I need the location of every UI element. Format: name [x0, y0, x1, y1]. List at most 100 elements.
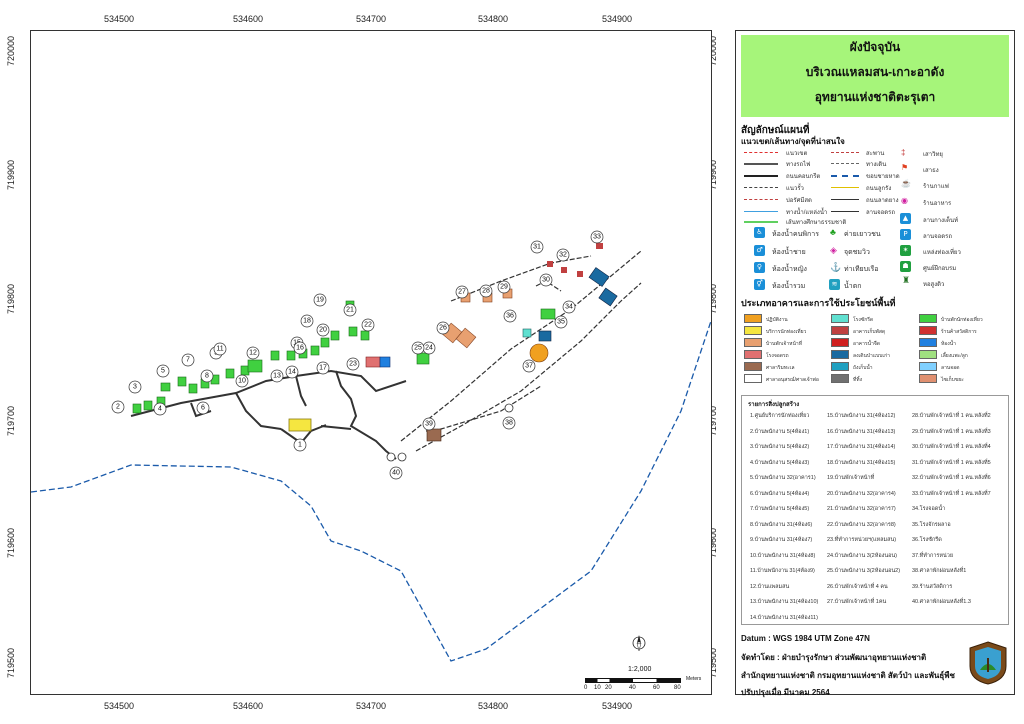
map-number-text: 28: [482, 288, 490, 295]
landuse-label: ถังเก็บน้ำ: [853, 365, 873, 371]
legend-label: เสาธง: [923, 168, 939, 174]
map-number-label: 35: [554, 315, 568, 329]
building-list-item: 37.ที่ทำการหน่วย: [912, 552, 954, 559]
map-number-label: 18: [300, 314, 314, 328]
scale-tick: 60: [653, 685, 660, 691]
legend-subheading: แนวเขต/เส้นทาง/จุดที่น่าสนใจ: [741, 137, 845, 146]
building-list-item: 30.บ้านพักเจ้าหน้าที่ 1 คน.หลังที่4: [912, 444, 991, 450]
map-number-label: 30: [539, 273, 553, 287]
training-center-icon: ☗: [900, 261, 911, 272]
landuse-swatch: [919, 314, 937, 323]
department-logo: [968, 640, 1008, 686]
coastline: [31, 318, 711, 662]
map-number-label: 32: [556, 248, 570, 262]
x-tick: 534700: [356, 14, 387, 24]
map-number-text: 39: [425, 421, 433, 428]
map-canvas[interactable]: 1234567891011121314151617181920212223242…: [30, 30, 712, 695]
map-number-label: 17: [316, 361, 330, 375]
map-number-text: 22: [364, 322, 372, 329]
map-number-label: 38: [502, 416, 516, 430]
x-tick: 534800: [478, 701, 509, 711]
legend-label: ห้องน้ำคนพิการ: [772, 231, 819, 238]
landuse-label: ลานจอด: [941, 365, 960, 371]
landuse-label: ร้านค้าสวัสดิการ: [941, 329, 977, 335]
landuse-swatch: [744, 350, 762, 359]
building-list-item: 1.ศูนย์บริการนักท่องเที่ยว: [750, 413, 810, 419]
map-number-text: 34: [565, 304, 573, 311]
map-number-text: 37: [525, 363, 533, 370]
building-list-item: 19.บ้านพักเจ้าหน้าที่: [827, 475, 875, 481]
title-line-3: อุทยานแห่งชาติตะรุเตา: [814, 90, 936, 104]
building-list-item: 40.ศาลาพักผ่อนหลังที่1.3: [912, 599, 971, 605]
legend-label: ห้องน้ำหญิง: [772, 266, 807, 273]
map-number-label: 7: [181, 353, 195, 367]
x-tick: 534600: [233, 701, 264, 711]
building-list-item: 12.บ้านแพลมสน: [750, 583, 790, 590]
male-toilet-icon: ♂: [754, 245, 765, 256]
coffee-icon: ☕: [901, 179, 911, 188]
building-list-item: 17.บ้านพนักงาน 31(4ห้อง14): [827, 444, 896, 450]
legend-label: ท่าเทียบเรือ: [844, 266, 879, 273]
legend-label: เสาวิทยุ: [923, 152, 943, 158]
x-tick: 534900: [602, 14, 633, 24]
map-number-label: 19: [313, 293, 327, 307]
map-number-label: 13: [270, 369, 284, 383]
map-number-text: 27: [458, 289, 466, 296]
building-list-item: 31.บ้านพักเจ้าหน้าที่ 1 คน.หลังที่5: [912, 459, 991, 466]
legend-label: ห้องน้ำรวม: [772, 283, 806, 290]
datum-text: Datum : WGS 1984 UTM Zone 47N: [741, 634, 870, 643]
legend-label: ลานกางเต็นท์: [923, 218, 959, 224]
landuse-label: ปฏิบัติงาน: [766, 317, 788, 323]
x-tick: 534500: [104, 701, 135, 711]
map-number-text: 23: [349, 361, 357, 368]
x-tick: 534900: [602, 701, 633, 711]
map-number-text: 8: [205, 373, 209, 380]
legend-label: ทางรถไฟ: [786, 162, 811, 168]
legend-label: เส้นทางศึกษาธรรมชาติ: [786, 220, 847, 226]
building-list-item: 8.บ้านพนักงาน 31(4ห้อง6): [750, 521, 813, 528]
map-number-text: 11: [216, 346, 223, 353]
viewpoint-icon: ◈: [830, 245, 837, 255]
y-tick: 719600: [6, 527, 17, 559]
legend-label: แนวรั้ว: [786, 186, 804, 192]
legend-label: ร้านอาหาร: [923, 201, 952, 207]
pavilions: [386, 403, 514, 462]
map-number-text: 5: [161, 368, 165, 375]
map-number-text: 3: [133, 384, 137, 391]
landuse-label: ห้องน้ำ: [941, 341, 956, 347]
map-number-text: 26: [439, 325, 447, 332]
x-tick: 534800: [478, 14, 509, 24]
map-number-label: 16: [293, 341, 307, 355]
y-tick: 719700: [6, 405, 17, 437]
road-network-west: [130, 369, 407, 460]
map-number-label: 21: [343, 303, 357, 317]
map-number-text: 10: [238, 378, 246, 385]
legend-label: ร้านกาแฟ: [923, 184, 949, 190]
map-number-text: 4: [158, 406, 162, 413]
map-number-text: 36: [506, 313, 514, 320]
landuse-label: โรงจอดรถ: [766, 353, 789, 359]
map-number-text: 32: [559, 252, 567, 259]
map-number-label: 22: [361, 318, 375, 332]
map-number-text: 14: [288, 369, 296, 376]
map-number-text: 21: [346, 307, 354, 314]
map-number-label: 25: [411, 341, 425, 355]
accessible-toilet-icon: ♿: [754, 227, 765, 238]
map-number-text: 25: [414, 345, 422, 352]
scale-tick: 40: [629, 685, 636, 691]
map-number-label: 24: [422, 341, 436, 355]
map-number-label: 40: [389, 466, 403, 480]
building-list-item: 9.บ้านพนักงาน 31(4ห้อง7): [750, 537, 813, 543]
landuse-swatch: [919, 326, 937, 335]
tent-icon: ▲: [900, 213, 911, 224]
landuse-swatch: [744, 338, 762, 347]
x-tick: 534500: [104, 14, 135, 24]
map-number-label: 33: [590, 230, 604, 244]
building-visitor-center: [288, 418, 312, 432]
building-list-item: 10.บ้านพนักงาน 31(4ห้อง8): [750, 552, 816, 559]
legend-label: น้ำตก: [844, 283, 862, 290]
building-list-item: 33.บ้านพักเจ้าหน้าที่ 1 คน.หลังที่7: [912, 490, 991, 497]
buildings-east: [426, 243, 618, 442]
map-number-label: 23: [346, 357, 360, 371]
y-tick: 719800: [6, 283, 17, 315]
